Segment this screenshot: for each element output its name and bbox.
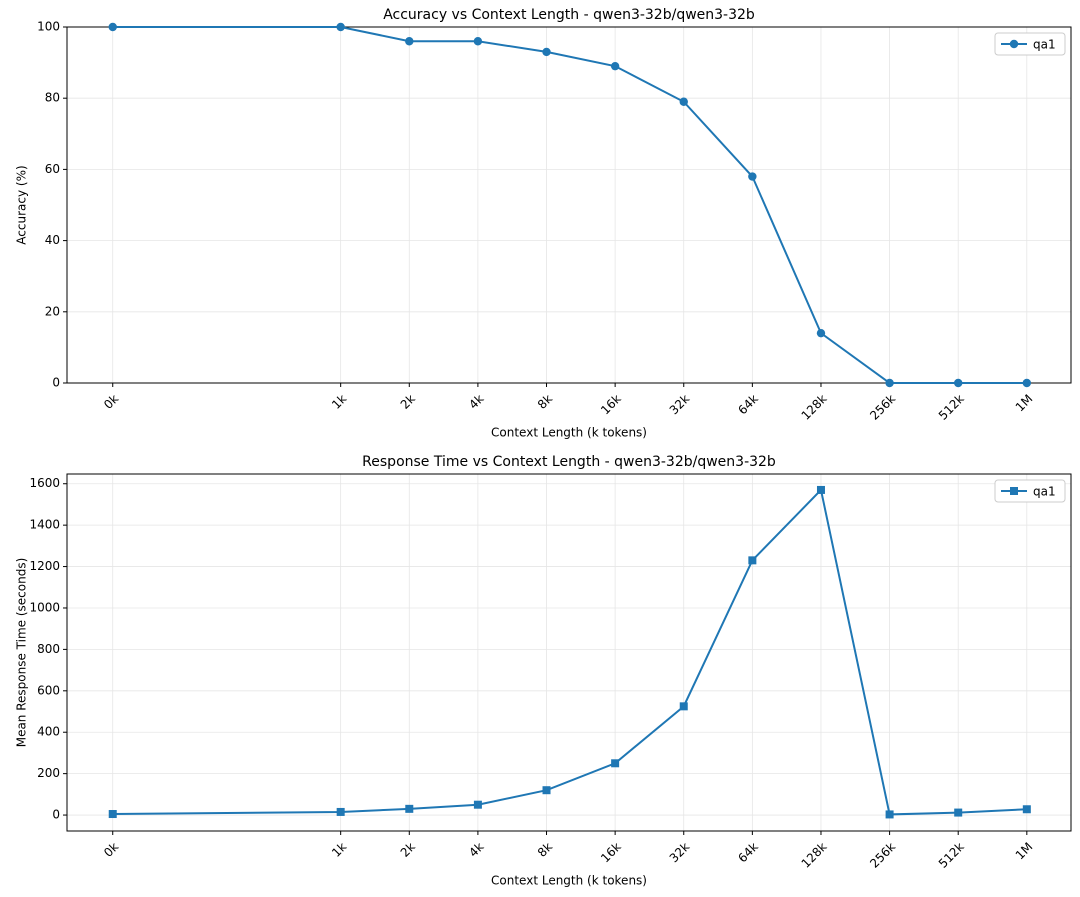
x-tick-label: 16k bbox=[598, 392, 624, 418]
legend-label: qa1 bbox=[1033, 485, 1056, 499]
x-tick-label: 128k bbox=[799, 840, 830, 871]
data-point bbox=[748, 172, 757, 181]
axes-frame bbox=[66, 26, 1072, 384]
x-axis-label: Context Length (k tokens) bbox=[491, 426, 647, 440]
y-tick-label: 80 bbox=[45, 91, 60, 105]
y-tick-label: 0 bbox=[52, 376, 60, 390]
data-point bbox=[679, 97, 688, 106]
y-tick-label: 60 bbox=[45, 162, 60, 176]
data-point bbox=[611, 759, 620, 768]
data-point bbox=[542, 47, 551, 57]
y-tick-label: 800 bbox=[37, 642, 60, 656]
data-point bbox=[473, 800, 482, 809]
chart-title: Accuracy vs Context Length - qwen3-32b/q… bbox=[383, 7, 755, 23]
x-tick-label: 2k bbox=[398, 392, 418, 412]
data-point bbox=[679, 702, 688, 711]
x-tick-label: 0k bbox=[101, 840, 121, 860]
y-axis-label: Accuracy (%) bbox=[15, 165, 29, 244]
y-tick-label: 0 bbox=[52, 808, 60, 822]
x-tick-label: 4k bbox=[466, 392, 486, 412]
data-point bbox=[108, 22, 117, 32]
data-point bbox=[748, 556, 757, 565]
data-point bbox=[885, 378, 894, 388]
x-tick-label: 32k bbox=[667, 840, 693, 866]
x-tick-label: 64k bbox=[735, 392, 761, 418]
y-tick-label: 400 bbox=[37, 725, 60, 739]
x-axis-label: Context Length (k tokens) bbox=[491, 874, 647, 888]
x-tick-label: 1M bbox=[1013, 840, 1036, 863]
data-point bbox=[1022, 378, 1032, 388]
data-point bbox=[885, 810, 894, 819]
legend-marker bbox=[1009, 39, 1019, 49]
data-point bbox=[336, 807, 345, 816]
x-tick-label: 2k bbox=[398, 840, 418, 860]
x-tick-label: 8k bbox=[535, 840, 555, 860]
legend-label: qa1 bbox=[1033, 38, 1056, 52]
x-tick-label: 256k bbox=[867, 840, 898, 871]
y-tick-label: 40 bbox=[45, 233, 60, 247]
legend-marker bbox=[1010, 487, 1018, 495]
x-tick-label: 512k bbox=[936, 392, 967, 423]
y-tick-label: 200 bbox=[37, 766, 60, 780]
data-point bbox=[954, 808, 963, 817]
x-tick-label: 4k bbox=[466, 840, 486, 860]
legend-box bbox=[994, 479, 1066, 503]
data-point bbox=[542, 786, 551, 795]
x-tick-label: 64k bbox=[735, 840, 761, 866]
y-tick-label: 20 bbox=[45, 304, 60, 318]
data-point bbox=[473, 37, 483, 46]
data-point bbox=[816, 485, 825, 494]
x-tick-label: 0k bbox=[101, 392, 121, 412]
data-line bbox=[112, 26, 1027, 384]
legend-box bbox=[994, 32, 1066, 56]
x-tick-label: 256k bbox=[867, 392, 898, 423]
chart-title: Response Time vs Context Length - qwen3-… bbox=[362, 454, 776, 470]
y-tick-label: 600 bbox=[37, 683, 60, 697]
data-point bbox=[610, 61, 620, 71]
x-tick-label: 1M bbox=[1013, 392, 1036, 415]
x-tick-label: 8k bbox=[535, 392, 555, 412]
y-tick-label: 1000 bbox=[29, 600, 60, 614]
data-point bbox=[108, 810, 117, 819]
y-axis-label: Mean Response Time (seconds) bbox=[15, 558, 29, 748]
y-tick-label: 1400 bbox=[29, 518, 60, 532]
x-tick-label: 1k bbox=[329, 392, 349, 412]
data-point bbox=[1022, 805, 1031, 814]
y-tick-label: 1600 bbox=[29, 476, 60, 490]
data-point bbox=[405, 804, 414, 813]
y-tick-label: 100 bbox=[37, 20, 60, 34]
x-tick-label: 1k bbox=[329, 840, 349, 860]
y-tick-label: 1200 bbox=[29, 559, 60, 573]
data-line bbox=[112, 487, 1027, 816]
x-tick-label: 32k bbox=[667, 392, 693, 418]
x-tick-label: 128k bbox=[799, 392, 830, 423]
x-tick-label: 512k bbox=[936, 840, 967, 871]
data-point bbox=[405, 37, 414, 46]
data-point bbox=[816, 328, 826, 338]
x-tick-label: 16k bbox=[598, 840, 624, 866]
data-point bbox=[336, 22, 345, 32]
axes-frame bbox=[66, 473, 1072, 832]
data-point bbox=[954, 378, 963, 388]
